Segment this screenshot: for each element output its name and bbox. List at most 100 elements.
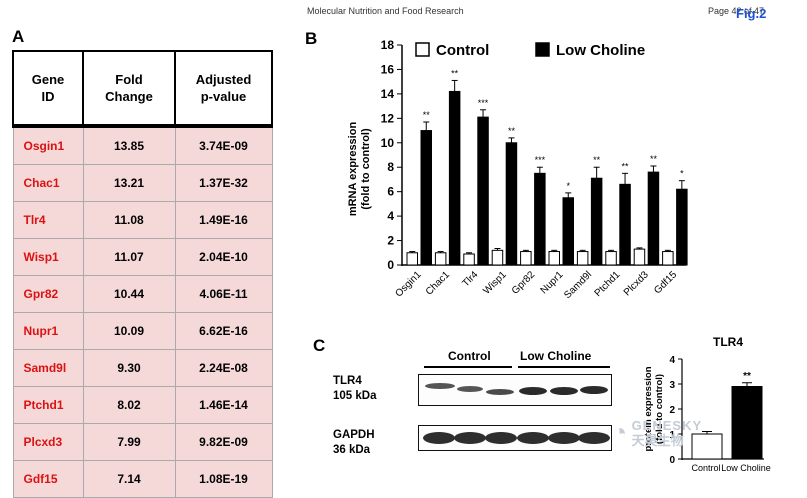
table-row: Osgin1 13.85 3.74E-09 bbox=[12, 124, 273, 165]
p-value-cell: 9.82E-09 bbox=[174, 423, 273, 461]
significance-mark: ** bbox=[451, 68, 459, 78]
x-tick-label: Ptchd1 bbox=[593, 269, 623, 299]
group-label-low-choline: Low Choline bbox=[520, 349, 592, 363]
fold-change-cell: 11.08 bbox=[82, 201, 176, 239]
y-tick-label: 16 bbox=[381, 62, 395, 76]
watermark: ◔ GENESKY 天昊生物 bbox=[612, 418, 702, 448]
bar-low-choline bbox=[676, 188, 688, 266]
fold-change-cell: 9.30 bbox=[82, 349, 176, 387]
tlr4-band-4 bbox=[519, 387, 547, 395]
table-row: Wisp1 11.07 2.04E-10 bbox=[12, 238, 273, 276]
table-row: Plcxd3 7.99 9.82E-09 bbox=[12, 423, 273, 461]
figure-label: Fig.2 bbox=[736, 6, 767, 21]
x-tick-label: Chac1 bbox=[424, 269, 453, 298]
fold-change-cell: 8.02 bbox=[82, 386, 176, 424]
bar-control bbox=[491, 249, 504, 266]
gene-id-cell: Gpr82 bbox=[12, 275, 84, 313]
p-value-cell: 1.46E-14 bbox=[174, 386, 273, 424]
header-fold-change: Fold Change bbox=[82, 50, 176, 127]
bar-low-choline bbox=[731, 386, 763, 460]
legend-swatch-low-choline bbox=[535, 42, 550, 57]
panel-b-label: B bbox=[305, 29, 318, 48]
bar-control bbox=[662, 251, 674, 266]
y-tick-label: 0 bbox=[669, 455, 675, 466]
fold-change-cell: 10.44 bbox=[82, 275, 176, 313]
bar-low-choline bbox=[477, 116, 489, 266]
bar-low-choline bbox=[647, 171, 660, 266]
tlr4-protein-chart: 0 1 2 3 4 protein expression(fold to control)… bbox=[643, 335, 771, 473]
legend-label-control: Control bbox=[436, 42, 489, 59]
table-row: Samd9l 9.30 2.24E-08 bbox=[12, 349, 273, 387]
y-tick-label: 3 bbox=[669, 380, 675, 391]
gene-id-cell: Gdf15 bbox=[12, 460, 84, 498]
bar-control bbox=[406, 252, 418, 266]
chart-title: TLR4 bbox=[713, 335, 743, 349]
bar-control bbox=[520, 251, 532, 266]
page-number: Page 42 of 47 bbox=[708, 6, 765, 16]
table-row: Nupr1 10.09 6.62E-16 bbox=[12, 312, 273, 350]
x-tick-label: Control bbox=[691, 463, 720, 473]
y-tick-label: 4 bbox=[387, 209, 394, 223]
y-tick-label: 1 bbox=[669, 430, 675, 441]
tlr4-band-3 bbox=[486, 389, 514, 395]
table-row: Gdf15 7.14 1.08E-19 bbox=[12, 460, 273, 498]
journal-header: Molecular Nutrition and Food Research bbox=[307, 6, 464, 16]
y-tick-label: 0 bbox=[387, 258, 394, 272]
gene-id-cell: Nupr1 bbox=[12, 312, 84, 350]
significance-mark: *** bbox=[535, 155, 546, 165]
gapdh-band-3 bbox=[485, 432, 517, 444]
p-value-cell: 6.62E-16 bbox=[174, 312, 273, 350]
p-value-cell: 4.06E-11 bbox=[174, 275, 273, 313]
gene-id-cell: Plcxd3 bbox=[12, 423, 84, 461]
y-tick-label: 2 bbox=[669, 405, 675, 416]
bar-control bbox=[576, 251, 589, 266]
header-gene-id: Gene ID bbox=[12, 50, 84, 127]
significance-mark: ** bbox=[508, 126, 516, 136]
gapdh-blot-label: GAPDH 36 kDa bbox=[333, 429, 375, 456]
y-tick-label: 6 bbox=[387, 185, 394, 199]
table-row: Gpr82 10.44 4.06E-11 bbox=[12, 275, 273, 313]
x-tick-label: Low Choline bbox=[721, 463, 771, 473]
bar-control bbox=[463, 253, 475, 266]
tlr4-blot bbox=[418, 374, 612, 406]
x-tick-label: Samd9l bbox=[562, 269, 594, 301]
gene-table: Gene ID Fold Change Adjusted p-value Osg… bbox=[12, 50, 273, 498]
fold-change-cell: 11.07 bbox=[82, 238, 176, 276]
x-tick-label: Wisp1 bbox=[481, 269, 509, 297]
group-line-control bbox=[424, 366, 512, 368]
y-tick-label: 18 bbox=[381, 38, 395, 52]
y-axis-label: mRNA expression(fold to control) bbox=[347, 122, 372, 217]
gene-table-header: Gene ID Fold Change Adjusted p-value bbox=[12, 50, 273, 127]
tlr4-blot-label: TLR4 105 kDa bbox=[333, 375, 377, 402]
bar-low-choline bbox=[562, 197, 574, 266]
y-tick-label: 8 bbox=[387, 160, 394, 174]
table-row: Chac1 13.21 1.37E-32 bbox=[12, 164, 273, 202]
bar-low-choline bbox=[534, 172, 546, 266]
gapdh-bands bbox=[423, 432, 610, 444]
bar-control bbox=[548, 251, 560, 266]
bar-low-choline bbox=[420, 130, 432, 266]
fold-change-cell: 7.99 bbox=[82, 423, 176, 461]
p-value-cell: 1.37E-32 bbox=[174, 164, 273, 202]
bar-control bbox=[633, 248, 646, 266]
group-line-low-choline bbox=[518, 366, 610, 368]
table-row: Ptchd1 8.02 1.46E-14 bbox=[12, 386, 273, 424]
x-tick-label: Osgin1 bbox=[393, 269, 423, 299]
x-tick-label: Nupr1 bbox=[539, 269, 566, 296]
gene-id-cell: Samd9l bbox=[12, 349, 84, 387]
y-tick-label: 4 bbox=[669, 355, 675, 366]
gapdh-band-5 bbox=[548, 432, 580, 444]
gene-id-cell: Osgin1 bbox=[12, 124, 84, 165]
tlr4-band-1 bbox=[425, 383, 455, 389]
x-tick-label: Gpr82 bbox=[510, 269, 538, 297]
bar-control bbox=[605, 251, 617, 266]
y-tick-label: 10 bbox=[381, 136, 395, 150]
significance-mark: ** bbox=[423, 110, 431, 120]
fold-change-cell: 7.14 bbox=[82, 460, 176, 498]
gapdh-band-4 bbox=[517, 432, 549, 444]
gapdh-band-2 bbox=[454, 432, 486, 444]
tlr4-band-2 bbox=[457, 386, 483, 392]
gapdh-band-6 bbox=[578, 432, 610, 444]
gapdh-blot bbox=[418, 425, 612, 451]
watermark-subtext: 天昊生物 bbox=[631, 433, 684, 448]
